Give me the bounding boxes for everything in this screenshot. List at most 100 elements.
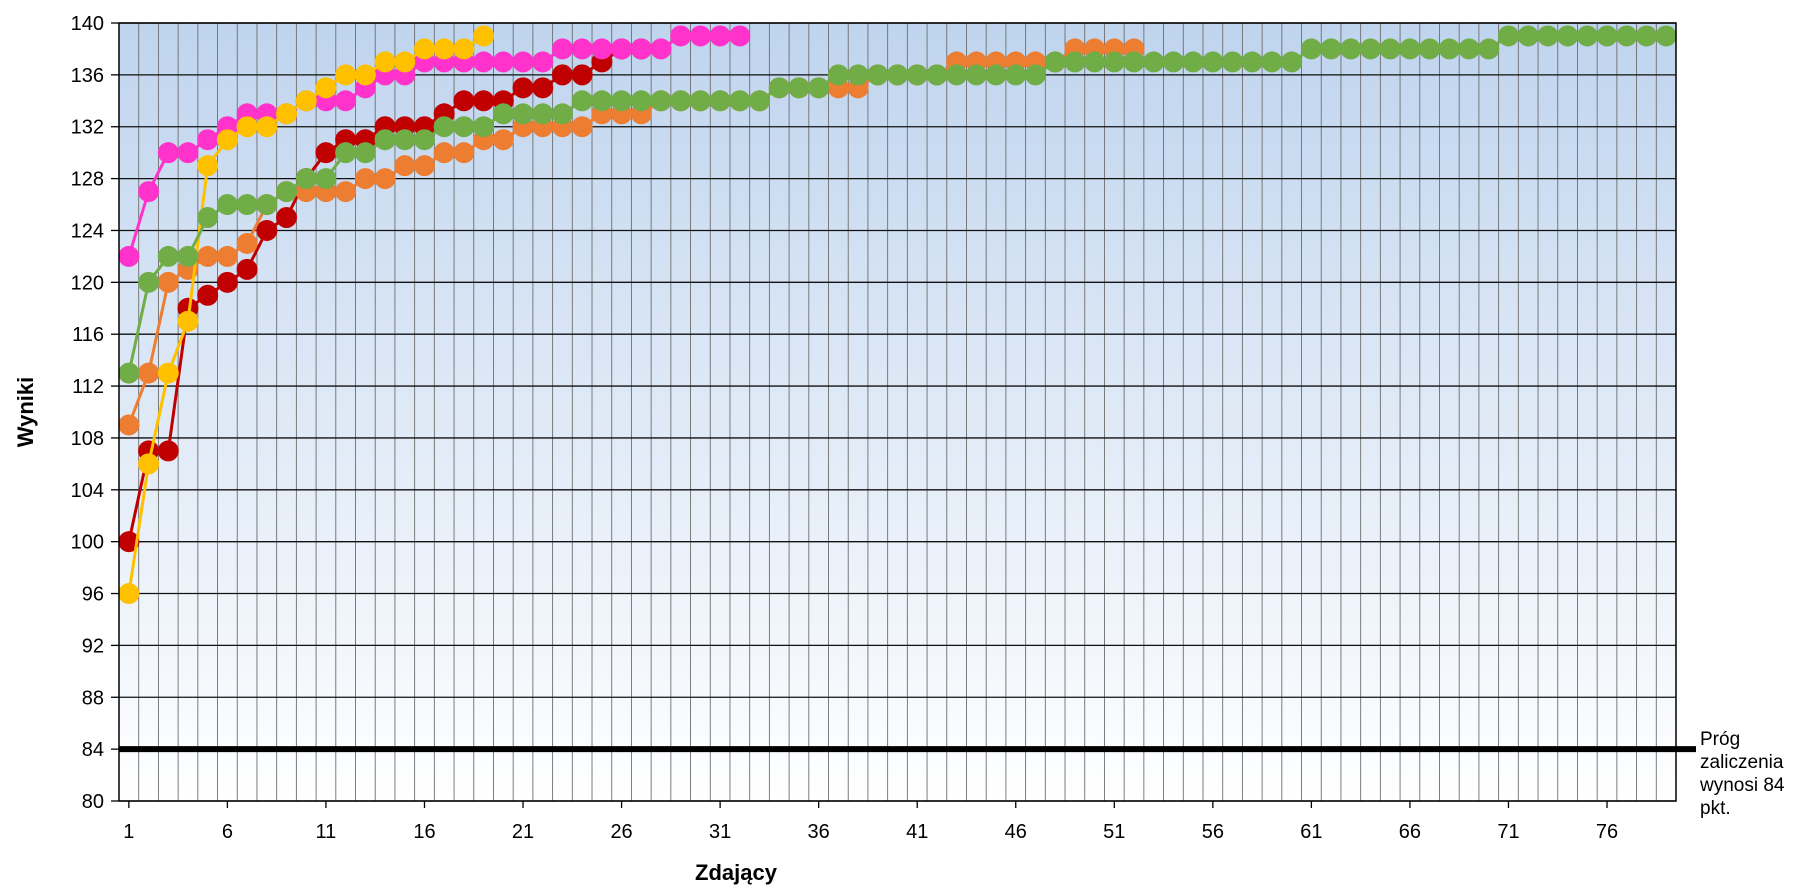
data-point <box>335 181 357 203</box>
data-point <box>512 77 534 99</box>
data-point <box>571 116 593 138</box>
data-point <box>433 142 455 164</box>
data-point <box>335 64 357 86</box>
data-point <box>473 51 495 73</box>
y-axis-title: Wyniki <box>13 377 38 448</box>
y-tick-label: 132 <box>71 117 104 139</box>
data-point <box>453 38 475 60</box>
data-point <box>1084 51 1106 73</box>
data-point <box>650 90 672 112</box>
data-point <box>512 51 534 73</box>
data-point <box>197 245 219 267</box>
data-point <box>216 271 238 293</box>
series-layer <box>118 25 1677 605</box>
data-point <box>236 194 258 216</box>
data-point <box>256 116 278 138</box>
data-point <box>1438 38 1460 60</box>
data-point <box>157 362 179 384</box>
data-point <box>1320 38 1342 60</box>
data-point <box>216 194 238 216</box>
x-tick-label: 11 <box>316 821 337 843</box>
data-point <box>532 51 554 73</box>
data-point <box>138 453 160 475</box>
data-point <box>1419 38 1441 60</box>
data-point <box>630 90 652 112</box>
y-tick-label: 88 <box>82 687 104 709</box>
data-point <box>118 245 140 267</box>
x-tick-label: 16 <box>413 821 435 843</box>
data-point <box>512 103 534 125</box>
data-point <box>1182 51 1204 73</box>
data-point <box>276 181 298 203</box>
x-tick-label: 61 <box>1300 821 1322 843</box>
data-point <box>1596 25 1618 47</box>
data-point <box>630 38 652 60</box>
data-point <box>413 38 435 60</box>
data-point <box>571 38 593 60</box>
data-point <box>315 168 337 190</box>
x-tick-label: 1 <box>123 821 134 843</box>
data-point <box>276 207 298 228</box>
data-point <box>492 129 514 151</box>
data-point <box>433 38 455 60</box>
x-tick-label: 76 <box>1596 821 1618 843</box>
x-tick-label: 56 <box>1202 821 1224 843</box>
x-tick-label: 71 <box>1497 821 1519 843</box>
y-tick-label: 116 <box>72 324 104 346</box>
data-point <box>650 38 672 60</box>
y-tick-label: 112 <box>72 376 104 398</box>
data-point <box>374 129 396 151</box>
data-point <box>1024 64 1046 86</box>
data-point <box>197 284 219 306</box>
data-point <box>236 232 258 254</box>
data-point <box>256 194 278 216</box>
data-point <box>157 440 179 462</box>
data-point <box>532 77 554 99</box>
axis-layer: 8084889296100104108112116120124128132136… <box>71 13 1677 843</box>
data-point <box>295 168 317 190</box>
data-point <box>1044 51 1066 73</box>
data-point <box>827 64 849 86</box>
data-point <box>1399 38 1421 60</box>
data-point <box>1616 25 1638 47</box>
data-point <box>749 90 771 112</box>
data-point <box>118 583 140 605</box>
data-point <box>985 64 1007 86</box>
data-point <box>1635 25 1657 47</box>
data-point <box>276 103 298 125</box>
data-point <box>1340 38 1362 60</box>
x-tick-label: 6 <box>222 821 233 843</box>
data-point <box>335 90 357 112</box>
data-point <box>473 90 495 112</box>
plot-area <box>119 23 1676 801</box>
data-point <box>729 25 751 47</box>
data-point <box>1222 51 1244 73</box>
data-point <box>492 51 514 73</box>
data-point <box>138 362 160 384</box>
x-tick-label: 66 <box>1399 821 1421 843</box>
data-point <box>413 129 435 151</box>
data-point <box>1162 51 1184 73</box>
data-point <box>1517 25 1539 47</box>
x-tick-label: 26 <box>610 821 632 843</box>
y-tick-label: 140 <box>71 13 104 35</box>
data-point <box>492 103 514 125</box>
data-point <box>177 245 199 267</box>
data-point <box>1497 25 1519 47</box>
data-point <box>1360 38 1382 60</box>
data-point <box>413 155 435 177</box>
series-4 <box>118 25 495 605</box>
data-point <box>1241 51 1263 73</box>
x-tick-label: 41 <box>906 821 928 843</box>
y-tick-label: 100 <box>71 532 104 554</box>
data-point <box>138 271 160 293</box>
data-point <box>473 25 495 47</box>
data-point <box>315 77 337 99</box>
data-point <box>138 181 160 203</box>
data-point <box>1064 51 1086 73</box>
data-point <box>768 77 790 99</box>
data-point <box>1202 51 1224 73</box>
data-point <box>374 51 396 73</box>
data-point <box>394 155 416 177</box>
data-point <box>1005 64 1027 86</box>
